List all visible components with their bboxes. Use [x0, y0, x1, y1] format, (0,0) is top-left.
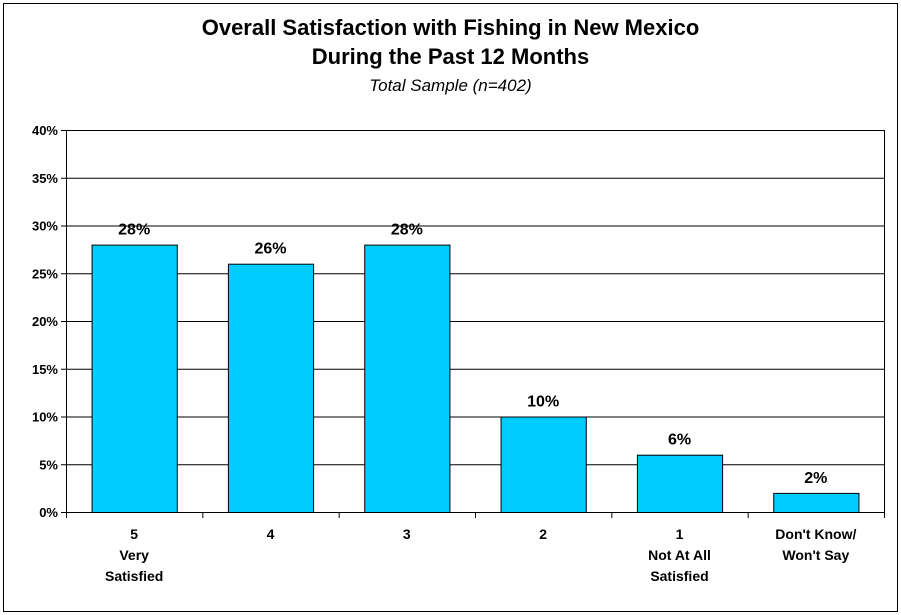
- bar-2: [364, 244, 451, 513]
- xtick-label-4-1: Not At All: [648, 547, 711, 563]
- data-label-3: 10%: [527, 394, 559, 411]
- ytick-label-25: 25%: [32, 266, 58, 281]
- ytick-label-10: 10%: [32, 410, 58, 425]
- ytick-label-20: 20%: [32, 314, 58, 329]
- xtick-label-0-0: 5: [130, 526, 138, 542]
- ytick-label-30: 30%: [32, 219, 58, 234]
- xtick-label-2-0: 3: [403, 526, 411, 542]
- ytick-label-35: 35%: [32, 171, 58, 186]
- xtick-label-0-1: Very: [119, 547, 149, 563]
- ytick-label-5: 5%: [39, 457, 58, 472]
- chart-title-line-2: During the Past 12 Months: [311, 44, 590, 69]
- bar-3: [500, 416, 587, 513]
- ytick-label-15: 15%: [32, 362, 58, 377]
- xtick-label-1-0: 4: [267, 526, 275, 542]
- xtick-label-5-0: Don't Know/: [775, 526, 856, 542]
- bar-5: [773, 492, 860, 513]
- bar-4: [636, 454, 724, 514]
- data-label-2: 28%: [391, 222, 423, 239]
- bar-0: [91, 244, 178, 513]
- ytick-label-0: 0%: [39, 505, 58, 520]
- data-label-0: 28%: [118, 222, 150, 239]
- ytick-label-40: 40%: [32, 123, 58, 138]
- xtick-label-5-1: Won't Say: [782, 547, 849, 563]
- data-label-4: 6%: [668, 432, 691, 449]
- chart-title: Overall Satisfaction with Fishing in New…: [201, 15, 700, 40]
- data-label-5: 2%: [804, 470, 827, 487]
- data-label-1: 26%: [254, 241, 286, 258]
- bar-1: [227, 263, 315, 514]
- chart-subtitle: Total Sample (n=402): [369, 76, 532, 95]
- xtick-label-3-0: 2: [539, 526, 547, 542]
- xtick-label-4-2: Satisfied: [650, 568, 708, 584]
- xtick-label-4-0: 1: [676, 526, 684, 542]
- xtick-label-0-2: Satisfied: [105, 568, 163, 584]
